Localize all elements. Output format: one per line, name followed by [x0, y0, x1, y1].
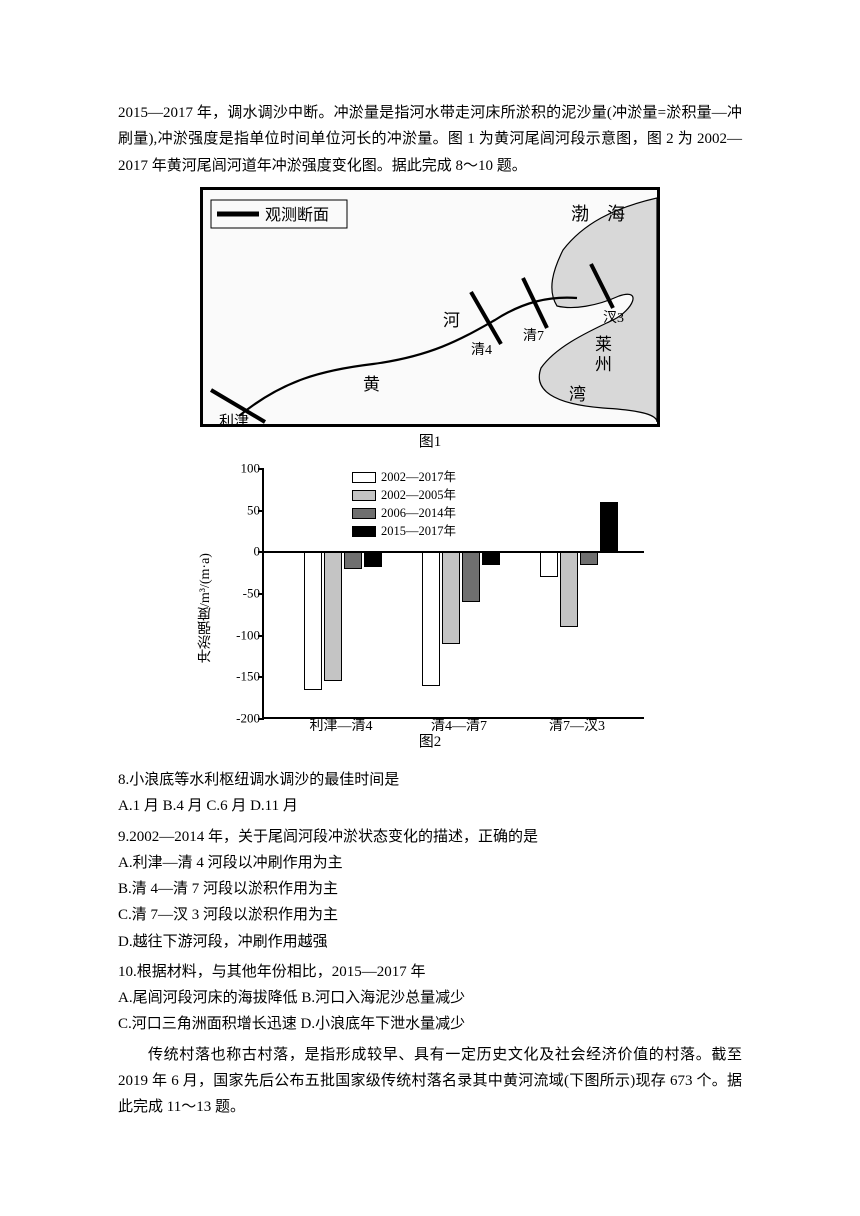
svg-text:清7: 清7: [523, 328, 544, 344]
svg-text:观测断面: 观测断面: [265, 206, 329, 224]
y-axis-label: 冲淤强度/m³/(m·a): [194, 553, 219, 663]
figure-1: 观测断面 渤 海莱州湾 黄 河利津 清4 清7 汊3: [200, 187, 660, 427]
village-paragraph: 传统村落也称古村落，是指形成较早、具有一定历史文化及社会经济价值的村落。截至 2…: [118, 1042, 742, 1121]
q10-stem: 10.根据材料，与其他年份相比，2015—2017 年: [118, 959, 742, 985]
svg-text:河: 河: [443, 311, 460, 330]
svg-text:汊3: 汊3: [603, 310, 624, 326]
question-9: 9.2002—2014 年，关于尾闾河段冲淤状态变化的描述，正确的是 A.利津—…: [118, 824, 742, 955]
figures-block: 观测断面 渤 海莱州湾 黄 河利津 清4 清7 汊3 图1 冲淤强度/m³/(m·a) 10…: [200, 187, 660, 755]
figure-1-wrap: 观测断面 渤 海莱州湾 黄 河利津 清4 清7 汊3 图1: [200, 187, 660, 455]
svg-text:州: 州: [595, 355, 612, 374]
svg-text:湾: 湾: [569, 385, 586, 404]
q9-stem: 9.2002—2014 年，关于尾闾河段冲淤状态变化的描述，正确的是: [118, 824, 742, 850]
q9-opt-b: B.清 4—清 7 河段以淤积作用为主: [118, 876, 742, 902]
svg-text:莱: 莱: [595, 335, 612, 354]
q10-opts-ab: A.尾闾河段河床的海拔降低 B.河口入海泥沙总量减少: [118, 985, 742, 1011]
intro-paragraph: 2015—2017 年，调水调沙中断。冲淤量是指河水带走河床所淤积的泥沙量(冲淤…: [118, 100, 742, 179]
q8-stem: 8.小浪底等水利枢纽调水调沙的最佳时间是: [118, 767, 742, 793]
figure-2-wrap: 冲淤强度/m³/(m·a) 100500-50-100-150-200 图2 利…: [200, 461, 660, 755]
question-10: 10.根据材料，与其他年份相比，2015—2017 年 A.尾闾河段河床的海拔降…: [118, 959, 742, 1038]
q9-opt-d: D.越往下游河段，冲刷作用越强: [118, 929, 742, 955]
svg-text:黄: 黄: [363, 375, 380, 394]
q9-opt-a: A.利津—清 4 河段以冲刷作用为主: [118, 850, 742, 876]
figure-1-caption: 图1: [200, 429, 660, 455]
svg-text:渤 海: 渤 海: [571, 204, 625, 224]
q9-opt-c: C.清 7—汊 3 河段以淤积作用为主: [118, 902, 742, 928]
svg-text:清4: 清4: [471, 342, 492, 358]
q8-options: A.1 月 B.4 月 C.6 月 D.11 月: [118, 793, 742, 819]
figure-2: 冲淤强度/m³/(m·a) 100500-50-100-150-200 图2 利…: [200, 461, 660, 755]
q10-opts-cd: C.河口三角洲面积增长迅速 D.小浪底年下泄水量减少: [118, 1011, 742, 1037]
svg-text:利津: 利津: [219, 413, 249, 427]
question-8: 8.小浪底等水利枢纽调水调沙的最佳时间是 A.1 月 B.4 月 C.6 月 D…: [118, 767, 742, 820]
